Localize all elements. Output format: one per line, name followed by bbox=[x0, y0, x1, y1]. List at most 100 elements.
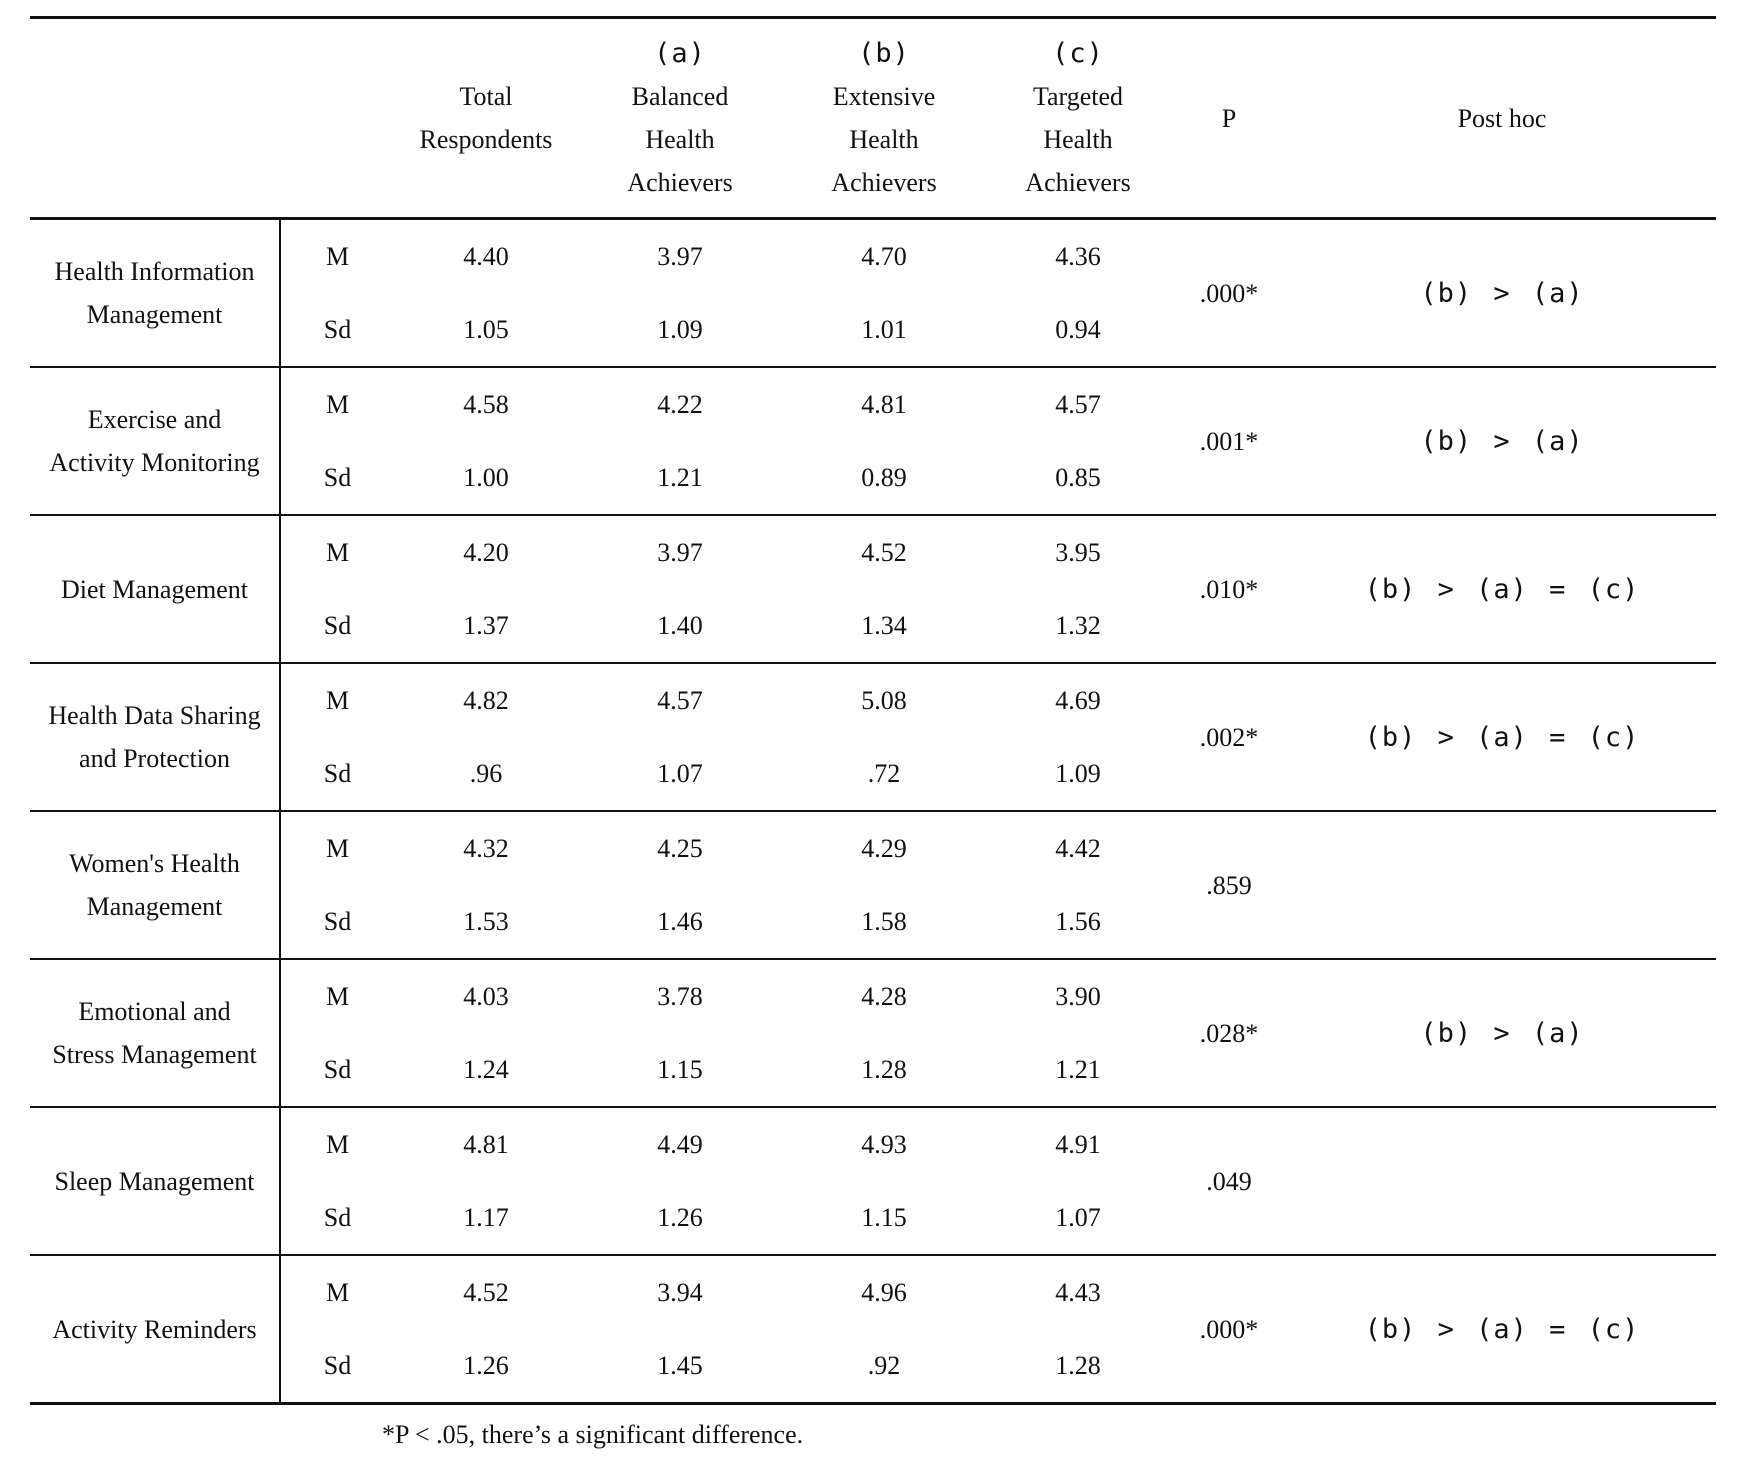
mean-value: 4.03 bbox=[463, 982, 509, 1011]
header-empty-cell bbox=[30, 18, 280, 219]
table-row: Emotional and Stress Management M 4.03 3.78 4… bbox=[30, 959, 1716, 1107]
mean-value: 4.81 bbox=[861, 390, 907, 419]
p-value: .000* bbox=[1199, 1314, 1259, 1344]
posthoc-result: (b) > (a) bbox=[1420, 277, 1584, 309]
mean-value: 4.69 bbox=[1055, 686, 1101, 715]
table-row: Sd .96 1.07 .72 1.09 bbox=[30, 737, 1716, 811]
stat-label-m: M bbox=[325, 538, 350, 567]
header-posthoc: Post hoc bbox=[1457, 103, 1547, 133]
category-label-line: Sleep Management bbox=[54, 1166, 255, 1196]
sd-value: 1.24 bbox=[463, 1055, 509, 1084]
stat-label-m: M bbox=[325, 686, 350, 715]
group-name-line: Achievers bbox=[1025, 168, 1131, 197]
group-name-line: Extensive bbox=[832, 82, 936, 111]
mean-value: 4.28 bbox=[861, 982, 907, 1011]
category-label-line: Women's Health bbox=[69, 849, 240, 878]
sd-value: 1.32 bbox=[1055, 611, 1101, 640]
mean-value: 3.95 bbox=[1055, 538, 1101, 567]
sd-value: 1.09 bbox=[1055, 759, 1101, 788]
category-label-line: Stress Management bbox=[52, 1040, 257, 1069]
category-label: Health Data Sharing and Protection bbox=[30, 663, 281, 811]
table-row: Health Information Management M 4.40 3.97 4.7… bbox=[30, 218, 1716, 367]
table-row: Sd 1.24 1.15 1.28 1.21 bbox=[30, 1033, 1716, 1107]
category-group: Emotional and Stress Management M 4.03 3.78 4… bbox=[30, 959, 1716, 1107]
mean-value: 5.08 bbox=[861, 686, 907, 715]
mean-value: 4.36 bbox=[1055, 242, 1101, 271]
mean-value: 4.57 bbox=[1055, 390, 1101, 419]
group-name-line: Balanced bbox=[631, 82, 729, 111]
sd-value: 1.46 bbox=[657, 907, 703, 936]
results-table-container: Total Respondents (a) Balanced Health Ac… bbox=[30, 16, 1716, 1405]
category-label: Activity Reminders bbox=[30, 1255, 281, 1404]
mean-value: 3.97 bbox=[657, 242, 703, 271]
stat-label-sd: Sd bbox=[323, 1203, 352, 1232]
sd-value: 0.94 bbox=[1055, 315, 1101, 344]
header-total-line: Respondents bbox=[419, 125, 553, 154]
category-group: Health Information Management M 4.40 3.97 4.7… bbox=[30, 218, 1716, 367]
results-table: Total Respondents (a) Balanced Health Ac… bbox=[30, 16, 1716, 1405]
category-group: Sleep Management M 4.81 4.49 4.93 4.91 .049 Sd 1… bbox=[30, 1107, 1716, 1255]
group-name-line: Health bbox=[849, 125, 919, 154]
header-total: Total Respondents bbox=[394, 18, 578, 219]
sd-value: 1.07 bbox=[1055, 1203, 1101, 1232]
posthoc-result: (b) > (a) = (c) bbox=[1364, 721, 1640, 753]
sd-value: .96 bbox=[469, 759, 503, 788]
mean-value: 3.94 bbox=[657, 1278, 703, 1307]
sd-value: 1.21 bbox=[1055, 1055, 1101, 1084]
category-label-line: Management bbox=[86, 892, 223, 921]
category-group: Diet Management M 4.20 3.97 4.52 3.95 .010* (b)… bbox=[30, 515, 1716, 663]
stat-label-m: M bbox=[325, 242, 350, 271]
footnote: *P < .05, there’s a significant differen… bbox=[382, 1420, 804, 1449]
posthoc-result bbox=[1288, 811, 1716, 959]
sd-value: 1.28 bbox=[1055, 1351, 1101, 1380]
header-total-line: Total bbox=[459, 82, 513, 111]
group-name-line: Achievers bbox=[831, 168, 937, 197]
header-group-c: (c) Targeted Health Achievers bbox=[986, 18, 1170, 219]
sd-value: 1.15 bbox=[657, 1055, 703, 1084]
category-group: Health Data Sharing and Protection M 4.82 4.… bbox=[30, 663, 1716, 811]
category-label-line: Health Data Sharing bbox=[48, 701, 261, 730]
mean-value: 4.20 bbox=[463, 538, 509, 567]
stat-label-m: M bbox=[325, 1278, 350, 1307]
mean-value: 3.78 bbox=[657, 982, 703, 1011]
mean-value: 4.29 bbox=[861, 834, 907, 863]
mean-value: 4.91 bbox=[1055, 1130, 1101, 1159]
mean-value: 4.58 bbox=[463, 390, 509, 419]
sd-value: 1.26 bbox=[463, 1351, 509, 1380]
group-name-line: Health bbox=[645, 125, 715, 154]
table-row: Sd 1.26 1.45 .92 1.28 bbox=[30, 1329, 1716, 1404]
group-name-line: Achievers bbox=[627, 168, 733, 197]
p-value: .010* bbox=[1199, 574, 1259, 604]
mean-value: 4.81 bbox=[463, 1130, 509, 1159]
p-value: .000* bbox=[1199, 278, 1259, 308]
category-label: Sleep Management bbox=[30, 1107, 281, 1255]
table-row: Sd 1.37 1.40 1.34 1.32 bbox=[30, 589, 1716, 663]
mean-value: 4.93 bbox=[861, 1130, 907, 1159]
category-label-line: Activity Reminders bbox=[52, 1314, 257, 1344]
table-row: Women's Health Management M 4.32 4.25 4.29 4.4… bbox=[30, 811, 1716, 959]
category-label-line: Diet Management bbox=[61, 574, 248, 604]
posthoc-result: (b) > (a) = (c) bbox=[1364, 1313, 1640, 1345]
mean-value: 3.97 bbox=[657, 538, 703, 567]
table-row: Sleep Management M 4.81 4.49 4.93 4.91 .049 bbox=[30, 1107, 1716, 1255]
posthoc-result: (b) > (a) bbox=[1420, 425, 1584, 457]
mean-value: 4.52 bbox=[463, 1278, 509, 1307]
mean-value: 3.90 bbox=[1055, 982, 1101, 1011]
stat-label-m: M bbox=[325, 834, 350, 863]
mean-value: 4.57 bbox=[657, 686, 703, 715]
posthoc-result: (b) > (a) bbox=[1420, 1017, 1584, 1049]
header-empty-cell bbox=[280, 18, 394, 219]
mean-value: 4.40 bbox=[463, 242, 509, 271]
sd-value: 0.85 bbox=[1055, 463, 1101, 492]
category-label: Diet Management bbox=[30, 515, 281, 663]
mean-value: 4.22 bbox=[657, 390, 703, 419]
table-row: Sd 1.17 1.26 1.15 1.07 bbox=[30, 1181, 1716, 1255]
sd-value: 1.09 bbox=[657, 315, 703, 344]
stat-label-sd: Sd bbox=[323, 463, 352, 492]
p-value: .049 bbox=[1206, 1166, 1252, 1196]
category-label-line: Activity Monitoring bbox=[49, 448, 260, 477]
p-value: .001* bbox=[1199, 426, 1259, 456]
category-label: Health Information Management bbox=[30, 218, 281, 367]
category-label-line: Management bbox=[86, 300, 223, 329]
sd-value: .92 bbox=[867, 1351, 901, 1380]
